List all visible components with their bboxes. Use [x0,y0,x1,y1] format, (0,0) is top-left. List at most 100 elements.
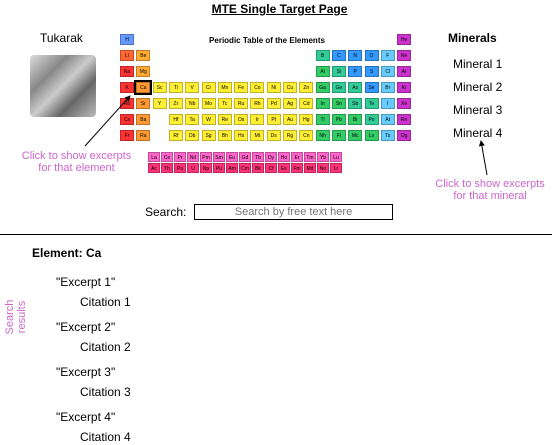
element-cell-cd[interactable]: Cd [299,98,314,109]
element-cell-yb[interactable]: Yb [317,152,329,162]
element-cell-v[interactable]: V [185,82,200,93]
element-cell-ce[interactable]: Ce [161,152,173,162]
element-cell-re[interactable]: Re [217,114,232,125]
element-cell-ga[interactable]: Ga [315,82,330,93]
mineral-item[interactable]: Mineral 3 [453,103,503,117]
element-cell-sg[interactable]: Sg [201,130,216,141]
element-cell-np[interactable]: Np [200,163,212,173]
element-cell-in[interactable]: In [315,98,330,109]
element-cell-rg[interactable]: Rg [283,130,297,141]
element-cell-nd[interactable]: Nd [187,152,199,162]
element-cell-k[interactable]: K [120,82,134,93]
element-cell-o[interactable]: O [364,50,379,61]
element-cell-ca[interactable]: Ca [134,80,153,95]
element-cell-lr[interactable]: Lr [330,163,342,173]
element-cell-zn[interactable]: Zn [299,82,314,93]
element-cell-as[interactable]: As [348,82,363,93]
element-cell-eu[interactable]: Eu [226,152,238,162]
element-cell-cr[interactable]: Cr [201,82,216,93]
element-cell-lv[interactable]: Lv [364,130,379,141]
element-cell-la[interactable]: La [148,152,160,162]
element-cell-pa[interactable]: Pa [174,163,186,173]
element-cell-mc[interactable]: Mc [348,130,363,141]
element-cell-bi[interactable]: Bi [348,114,363,125]
element-cell-rf[interactable]: Rf [168,130,183,141]
element-cell-ra[interactable]: Ra [136,130,151,141]
element-cell-mg[interactable]: Mg [136,66,151,77]
element-cell-hs[interactable]: Hs [234,130,249,141]
element-cell-xe[interactable]: Xe [397,98,412,109]
element-cell-lu[interactable]: Lu [330,152,342,162]
element-cell-ne[interactable]: Ne [397,50,412,61]
element-cell-pd[interactable]: Pd [266,98,281,109]
element-cell-pm[interactable]: Pm [200,152,212,162]
mineral-item[interactable]: Mineral 2 [453,80,503,94]
element-cell-gd[interactable]: Gd [239,152,251,162]
element-cell-zr[interactable]: Zr [168,98,183,109]
element-cell-pt[interactable]: Pt [266,114,281,125]
element-cell-pu[interactable]: Pu [213,163,225,173]
element-cell-bk[interactable]: Bk [252,163,264,173]
search-input[interactable] [194,204,393,220]
element-cell-rn[interactable]: Rn [397,114,412,125]
element-cell-h[interactable]: H [120,34,134,45]
element-cell-br[interactable]: Br [380,82,395,93]
element-cell-hf[interactable]: Hf [168,114,183,125]
element-cell-y[interactable]: Y [152,98,167,109]
element-cell-po[interactable]: Po [364,114,379,125]
element-cell-fm[interactable]: Fm [291,163,303,173]
citation-text[interactable]: Citation 4 [80,430,131,444]
element-cell-fr[interactable]: Fr [120,130,134,141]
element-cell-n[interactable]: N [348,50,363,61]
element-cell-pb[interactable]: Pb [331,114,346,125]
element-cell-ho[interactable]: Ho [278,152,290,162]
element-cell-au[interactable]: Au [283,114,297,125]
element-cell-sc[interactable]: Sc [152,82,167,93]
element-cell-w[interactable]: W [201,114,216,125]
element-cell-sn[interactable]: Sn [331,98,346,109]
element-cell-dy[interactable]: Dy [265,152,277,162]
element-cell-te[interactable]: Te [364,98,379,109]
element-cell-th[interactable]: Th [161,163,173,173]
citation-text[interactable]: Citation 1 [80,295,131,309]
element-cell-pr[interactable]: Pr [174,152,186,162]
element-cell-db[interactable]: Db [185,130,200,141]
element-cell-s[interactable]: S [364,66,379,77]
element-cell-ir[interactable]: Ir [250,114,265,125]
element-cell-ac[interactable]: Ac [148,163,160,173]
element-cell-mo[interactable]: Mo [201,98,216,109]
element-cell-md[interactable]: Md [304,163,316,173]
element-cell-sm[interactable]: Sm [213,152,225,162]
element-cell-p[interactable]: P [348,66,363,77]
element-cell-f[interactable]: F [380,50,395,61]
element-cell-u[interactable]: U [187,163,199,173]
element-cell-cs[interactable]: Cs [120,114,134,125]
element-cell-nh[interactable]: Nh [315,130,330,141]
element-cell-sr[interactable]: Sr [136,98,151,109]
element-cell-ts[interactable]: Ts [380,130,395,141]
element-cell-es[interactable]: Es [278,163,290,173]
mineral-item[interactable]: Mineral 1 [453,57,503,71]
element-cell-cn[interactable]: Cn [299,130,314,141]
element-cell-no[interactable]: No [317,163,329,173]
element-cell-ti[interactable]: Ti [168,82,183,93]
element-cell-rh[interactable]: Rh [250,98,265,109]
element-cell-tm[interactable]: Tm [304,152,316,162]
element-cell-cl[interactable]: Cl [380,66,395,77]
element-cell-at[interactable]: At [380,114,395,125]
element-cell-mn[interactable]: Mn [217,82,232,93]
element-cell-co[interactable]: Co [250,82,265,93]
element-cell-mt[interactable]: Mt [250,130,265,141]
element-cell-i[interactable]: I [380,98,395,109]
element-cell-er[interactable]: Er [291,152,303,162]
element-cell-ba[interactable]: Ba [136,114,151,125]
element-cell-li[interactable]: Li [120,50,134,61]
element-cell-al[interactable]: Al [315,66,330,77]
element-cell-si[interactable]: Si [331,66,346,77]
element-cell-se[interactable]: Se [364,82,379,93]
element-cell-tb[interactable]: Tb [252,152,264,162]
element-cell-fl[interactable]: Fl [331,130,346,141]
element-cell-b[interactable]: B [315,50,330,61]
element-cell-hg[interactable]: Hg [299,114,314,125]
element-cell-os[interactable]: Os [234,114,249,125]
